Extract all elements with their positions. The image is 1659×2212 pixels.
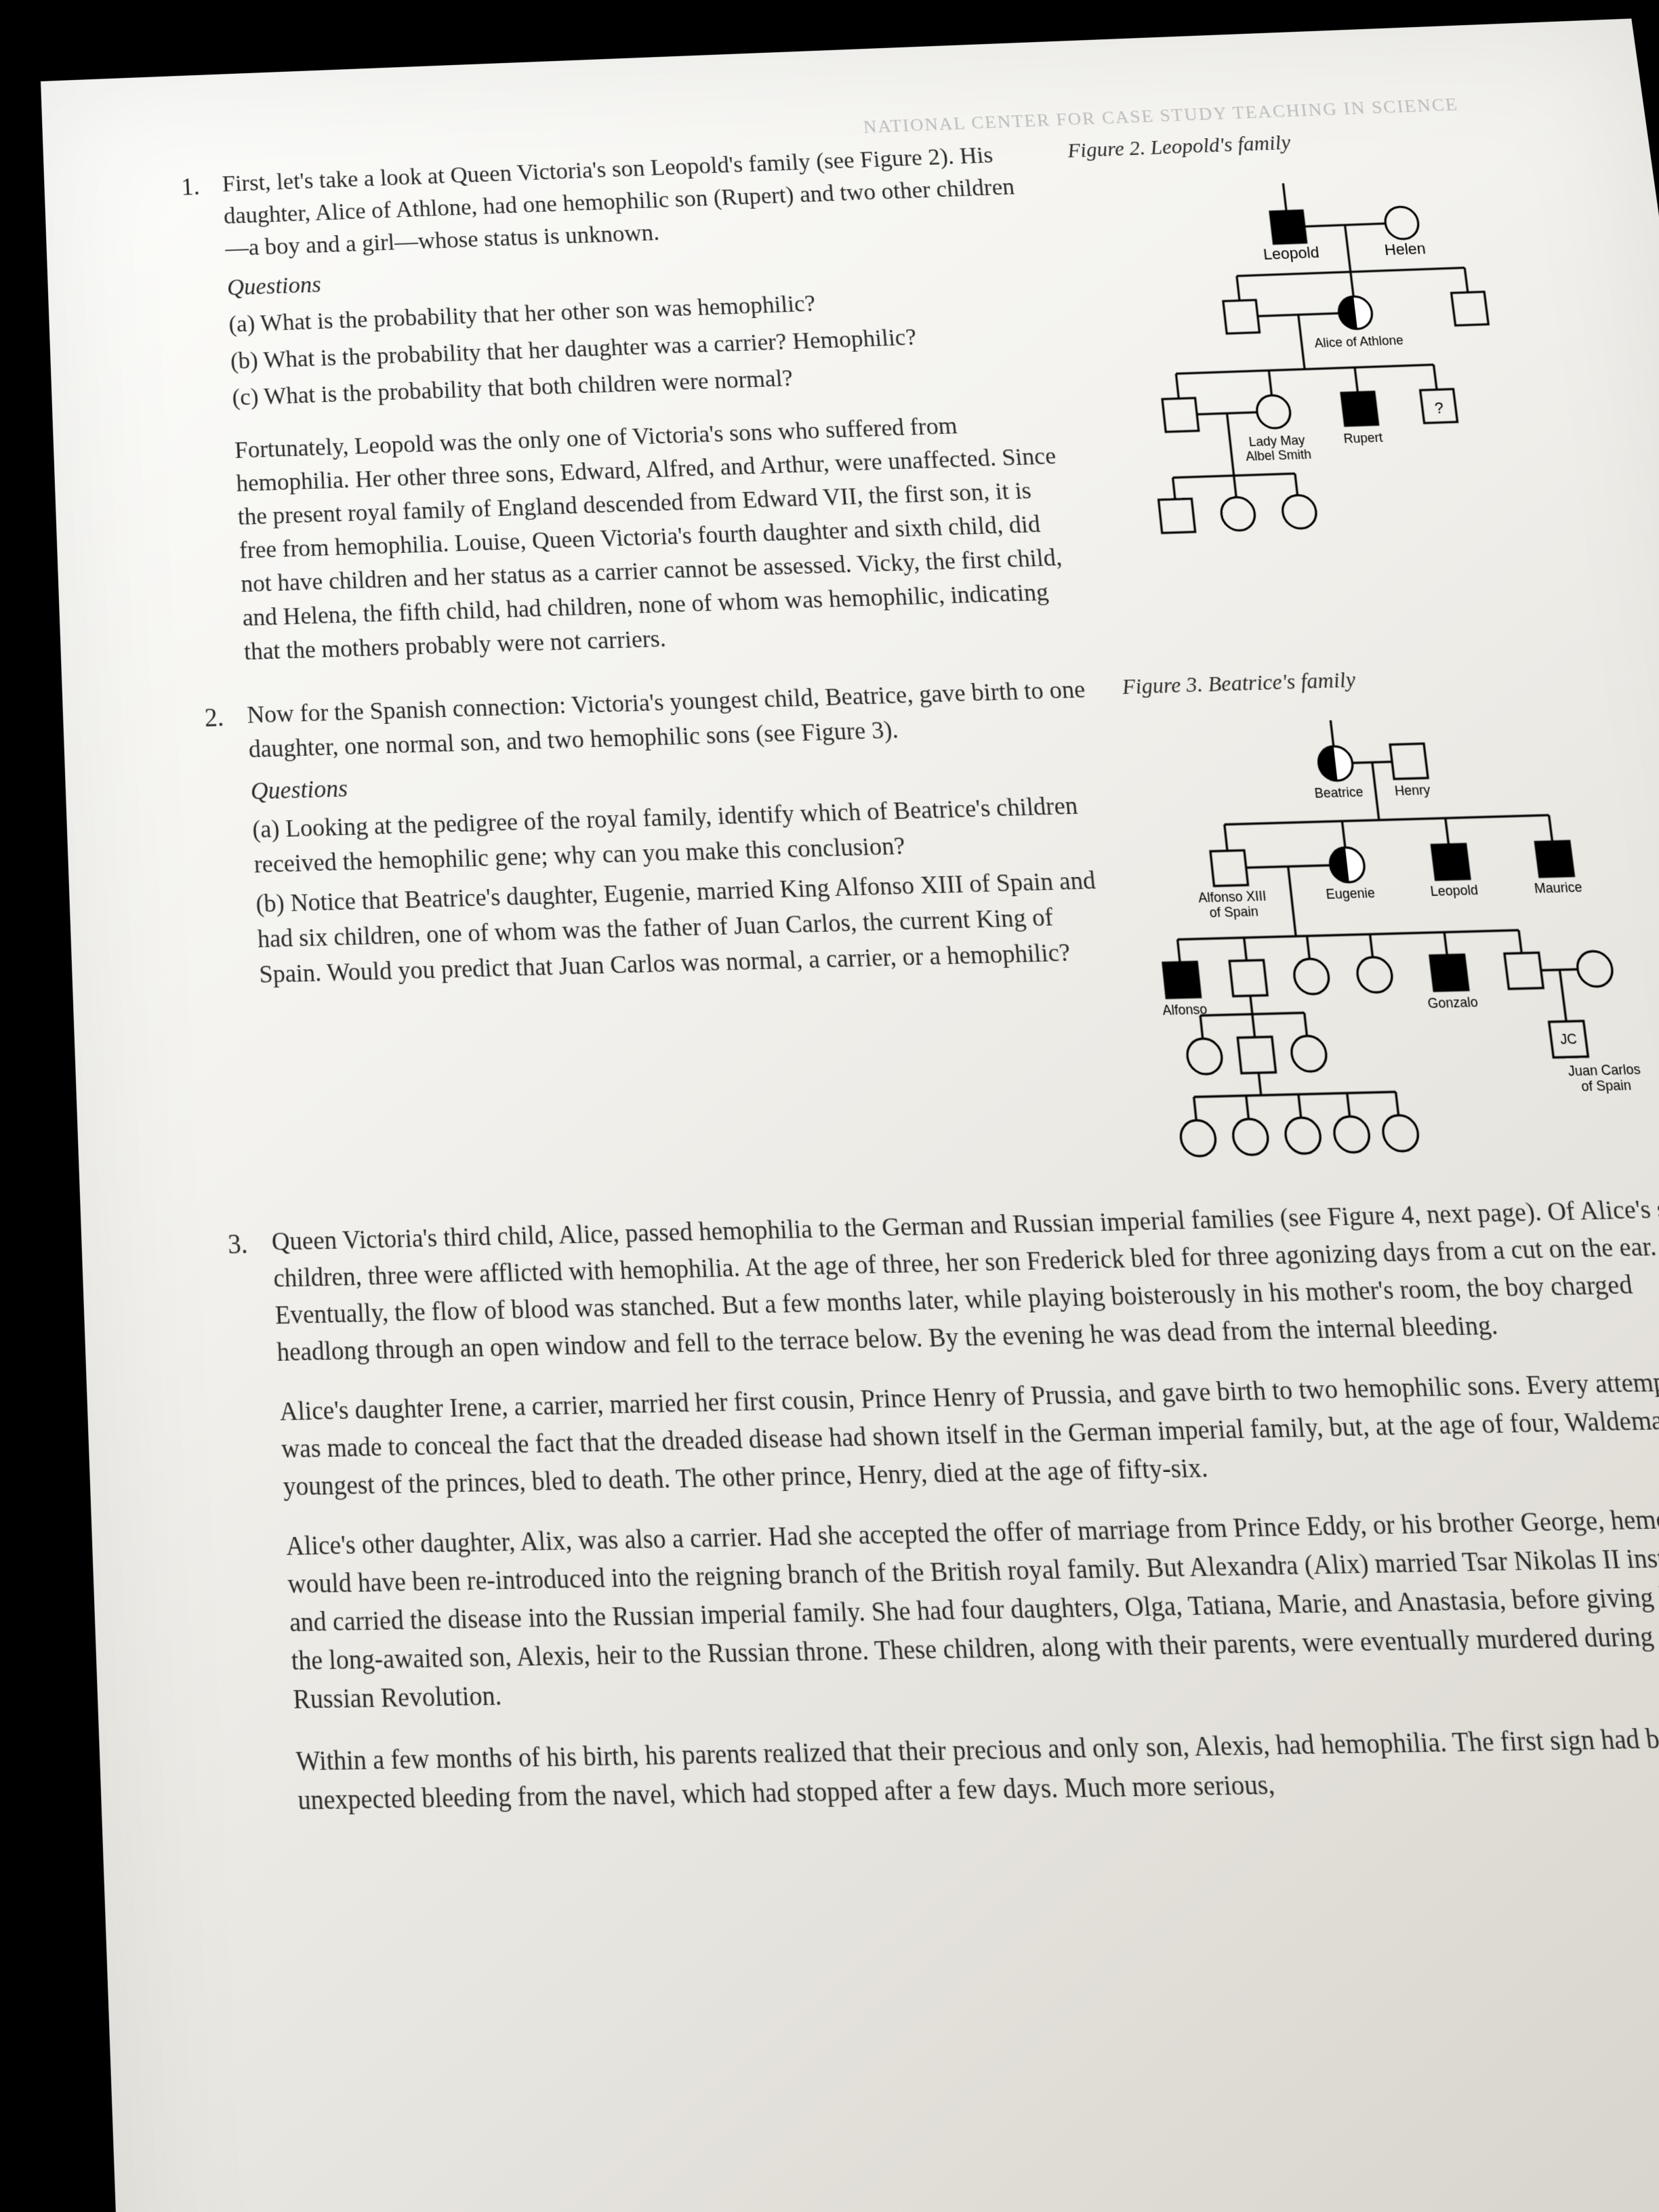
q2b: (b) Notice that Beatrice's daughter, Eug… <box>255 863 1113 993</box>
item3-p3: Alice's other daughter, Alix, was also a… <box>285 1500 1659 1720</box>
label-ladymay: Lady May <box>1248 433 1306 449</box>
label-jc-full2: of Spain <box>1580 1078 1632 1094</box>
label-leopold2: Leopold <box>1429 882 1479 899</box>
label-maurice: Maurice <box>1534 880 1583 897</box>
label-helen: Helen <box>1383 240 1427 259</box>
label-alice: Alice of Athlone <box>1314 333 1404 351</box>
item1-followup: Fortunately, Leopold was the only one of… <box>234 407 1082 670</box>
section-1: 1. First, let's take a look at Queen Vic… <box>180 119 1617 700</box>
label-henry: Henry <box>1394 783 1431 799</box>
label-albel: Albel Smith <box>1245 447 1312 464</box>
figure2-pedigree: Leopold Helen Alice of Athlone <box>1070 161 1574 574</box>
label-rupert: Rupert <box>1343 430 1384 446</box>
svg-text:?: ? <box>1433 399 1444 417</box>
label-leopold: Leopold <box>1263 244 1320 264</box>
label-jc-full1: Juan Carlos <box>1567 1061 1641 1079</box>
item3-p4: Within a few months of his birth, his pa… <box>295 1719 1659 1821</box>
figure3-pedigree: Beatrice Henry Alfonso XIII <box>1125 700 1659 1203</box>
viewport: NATIONAL CENTER FOR CASE STUDY TEACHING … <box>0 0 1659 2212</box>
label-alfonso13-1: Alfonso XIII <box>1197 888 1267 905</box>
label-alfonso13-2: of Spain <box>1209 904 1259 920</box>
page: NATIONAL CENTER FOR CASE STUDY TEACHING … <box>41 18 1659 2212</box>
label-gonzalo: Gonzalo <box>1427 994 1479 1011</box>
label-jc: JC <box>1559 1031 1578 1048</box>
content: 1. First, let's take a look at Queen Vic… <box>180 119 1659 1822</box>
section-3: 3. Queen Victoria's third child, Alice, … <box>227 1191 1659 1821</box>
section-2: 2. Now for the Spanish connection: Victo… <box>204 656 1659 1225</box>
label-eugenie: Eugenie <box>1325 885 1376 902</box>
item3-p2: Alice's daughter Irene, a carrier, marri… <box>279 1363 1659 1506</box>
label-beatrice: Beatrice <box>1314 784 1364 800</box>
